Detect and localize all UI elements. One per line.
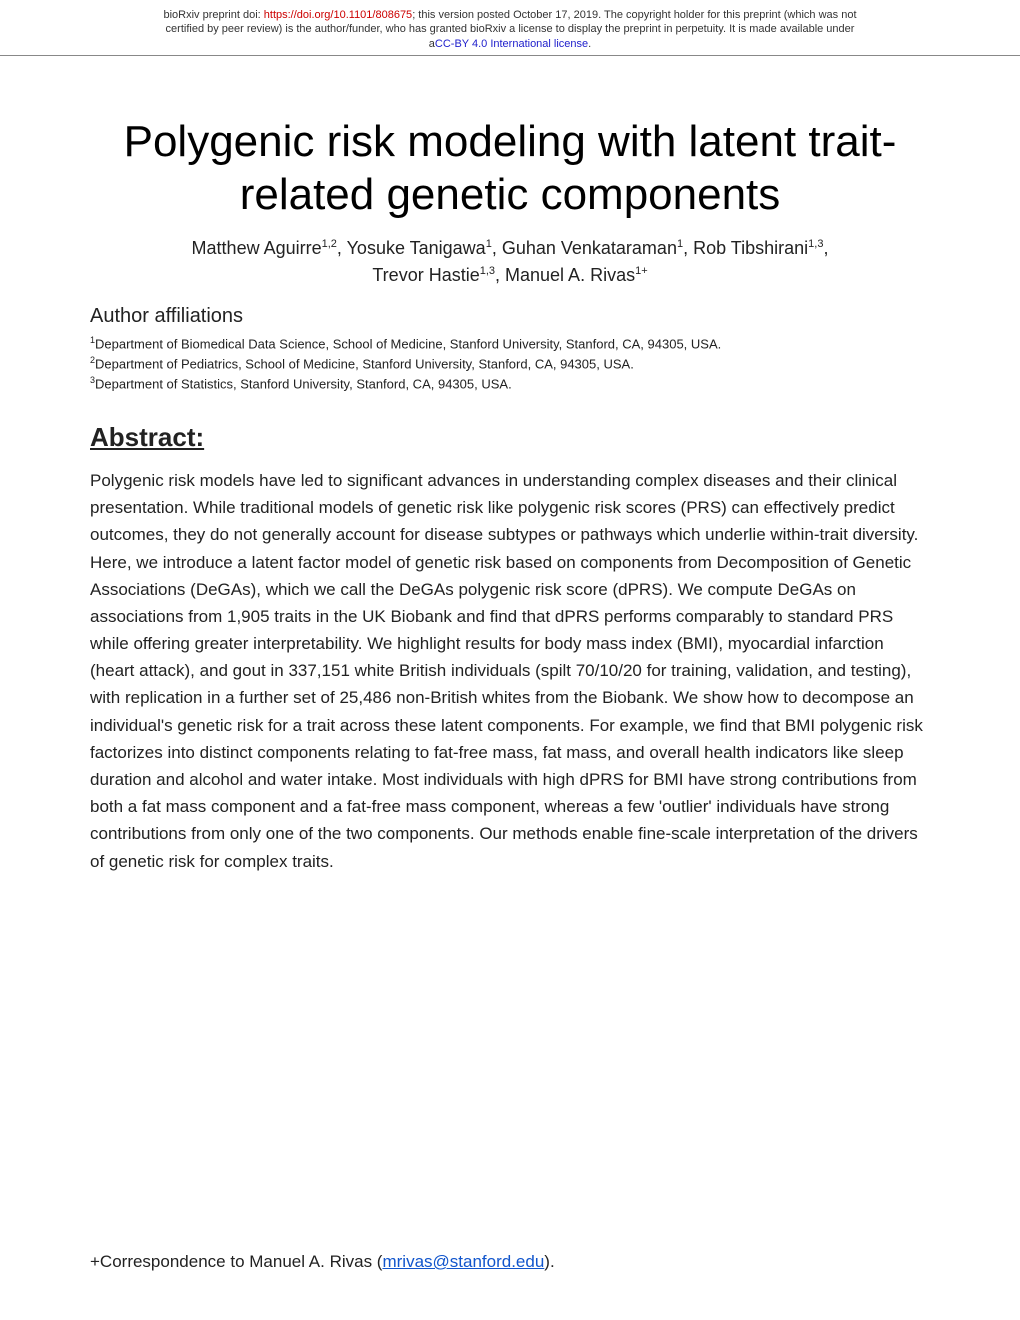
author-6-sup: 1+ xyxy=(635,265,648,277)
paper-title: Polygenic risk modeling with latent trai… xyxy=(90,116,930,222)
correspondence-suffix: ). xyxy=(544,1252,554,1271)
abstract-body: Polygenic risk models have led to signif… xyxy=(90,467,930,875)
author-5-sup: 1,3 xyxy=(480,265,495,277)
affiliation-2: 2Department of Pediatrics, School of Med… xyxy=(90,354,930,374)
doi-link[interactable]: https://doi.org/10.1101/808675 xyxy=(264,9,412,21)
preprint-header: bioRxiv preprint doi: https://doi.org/10… xyxy=(0,0,1020,56)
authors: Matthew Aguirre1,2, Yosuke Tanigawa1, Gu… xyxy=(90,235,930,289)
license-link[interactable]: CC-BY 4.0 International license xyxy=(435,38,588,50)
correspondence-email-link[interactable]: mrivas@stanford.edu xyxy=(382,1252,544,1271)
affiliations: 1Department of Biomedical Data Science, … xyxy=(90,334,930,393)
author-4-sup: 1,3 xyxy=(808,238,823,250)
affiliation-2-text: Department of Pediatrics, School of Medi… xyxy=(95,357,634,372)
affiliation-1: 1Department of Biomedical Data Science, … xyxy=(90,334,930,354)
header-line2: certified by peer review) is the author/… xyxy=(166,23,855,35)
header-line1-prefix: bioRxiv preprint doi: xyxy=(163,9,263,21)
header-line1-suffix: ; this version posted October 17, 2019. … xyxy=(412,9,856,21)
author-1: Matthew Aguirre xyxy=(192,238,322,258)
page-content: Polygenic risk modeling with latent trai… xyxy=(0,56,1020,915)
author-1-sup: 1,2 xyxy=(322,238,337,250)
author-sep-4: , xyxy=(823,238,828,258)
author-5: Trevor Hastie xyxy=(372,265,479,285)
affiliations-heading: Author affiliations xyxy=(90,305,930,328)
affiliation-1-text: Department of Biomedical Data Science, S… xyxy=(95,337,721,352)
author-sep-2: , Guhan Venkataraman xyxy=(492,238,677,258)
header-line3-suffix: . xyxy=(588,38,591,50)
author-sep-3: , Rob Tibshirani xyxy=(683,238,808,258)
abstract-heading: Abstract: xyxy=(90,422,930,453)
affiliation-3-text: Department of Statistics, Stanford Unive… xyxy=(95,376,512,391)
affiliation-3: 3Department of Statistics, Stanford Univ… xyxy=(90,374,930,394)
correspondence: +Correspondence to Manuel A. Rivas (mriv… xyxy=(90,1252,555,1272)
correspondence-prefix: +Correspondence to Manuel A. Rivas ( xyxy=(90,1252,382,1271)
author-sep-5: , Manuel A. Rivas xyxy=(495,265,635,285)
author-sep-1: , Yosuke Tanigawa xyxy=(337,238,486,258)
